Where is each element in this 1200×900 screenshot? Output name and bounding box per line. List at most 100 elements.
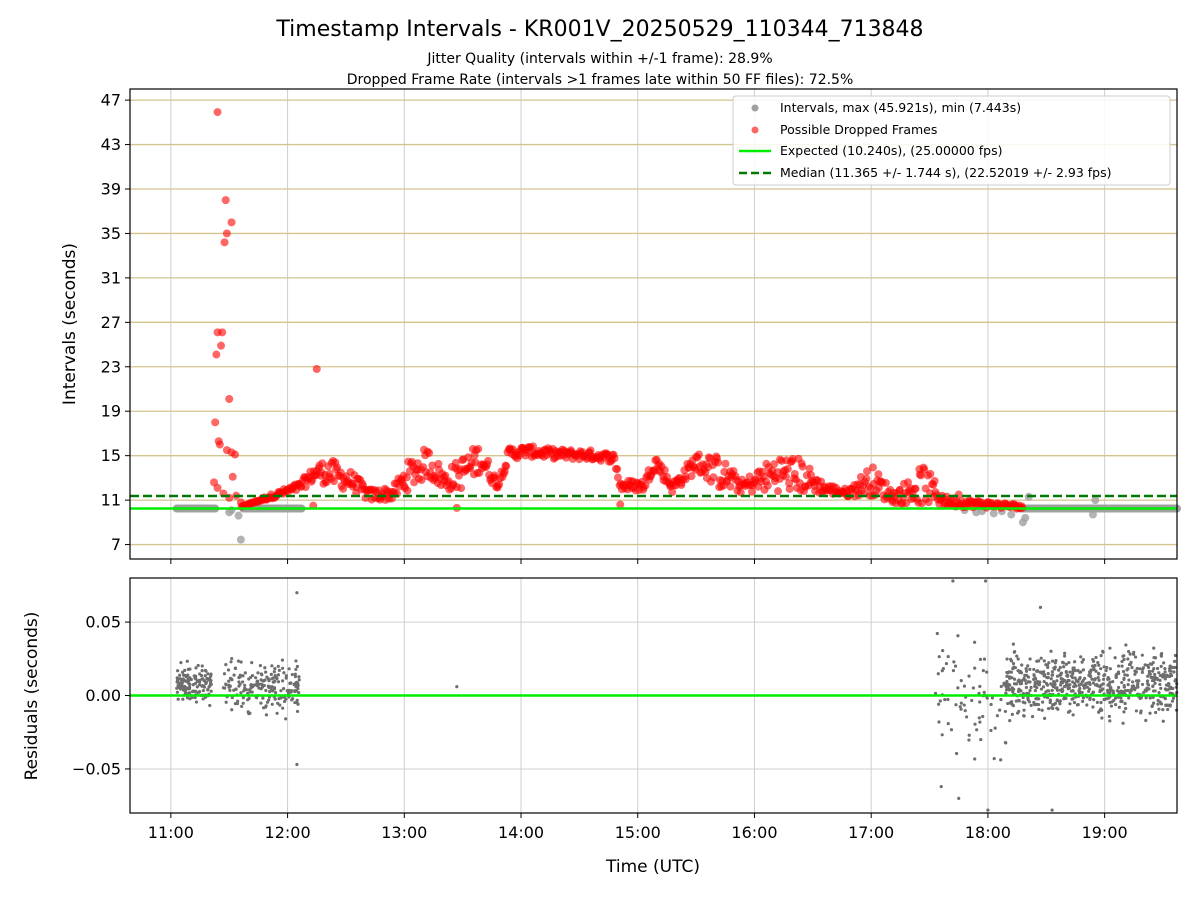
residual-point	[1071, 666, 1075, 670]
residual-point	[276, 664, 280, 668]
residual-point	[938, 699, 942, 703]
residual-point	[1028, 680, 1032, 684]
residual-point	[1050, 688, 1054, 692]
residual-point	[1170, 699, 1175, 703]
residual-point	[175, 686, 179, 690]
residual-point	[1053, 665, 1057, 669]
residual-point	[1108, 691, 1112, 695]
residual-point	[188, 697, 192, 701]
residual-point	[1142, 690, 1146, 695]
residual-point	[1099, 707, 1103, 711]
residual-point	[1114, 703, 1118, 707]
residual-point	[1004, 684, 1008, 688]
residual-point	[982, 657, 987, 661]
residual-point	[1049, 677, 1053, 681]
residual-point	[1119, 696, 1123, 700]
residual-point	[1120, 680, 1124, 685]
residual-point	[981, 668, 985, 673]
residual-point	[967, 674, 971, 678]
residual-point	[195, 685, 199, 689]
residual-point	[982, 690, 986, 694]
residual-point	[1026, 696, 1030, 700]
residual-point	[1004, 741, 1008, 745]
dropped-frame-point	[862, 474, 871, 483]
residual-point	[1169, 672, 1173, 676]
residual-point	[1145, 679, 1150, 683]
residual-point	[1146, 665, 1151, 669]
residual-point	[1019, 681, 1024, 686]
residual-point	[183, 668, 187, 673]
residual-point	[1159, 686, 1163, 690]
residual-point	[249, 683, 253, 687]
residual-point	[236, 699, 240, 703]
residual-point	[1140, 682, 1145, 687]
residual-point	[1101, 677, 1106, 681]
residual-point	[1116, 670, 1121, 674]
residual-point	[239, 691, 243, 695]
residual-point	[1148, 711, 1152, 715]
residual-point	[1120, 664, 1124, 668]
residual-point	[1105, 665, 1109, 670]
residual-point	[1170, 665, 1174, 670]
residual-point	[954, 703, 958, 707]
residual-point	[985, 670, 989, 674]
dropped-frame-point	[610, 454, 619, 463]
residual-point	[285, 689, 289, 693]
residual-point	[1127, 649, 1131, 654]
residual-point	[989, 702, 993, 707]
dropped-frame-point	[874, 470, 883, 479]
dropped-frame-point	[868, 463, 877, 472]
residual-point	[959, 679, 963, 683]
residual-point	[1078, 686, 1082, 691]
residual-point	[1086, 681, 1090, 685]
residual-point	[200, 664, 204, 668]
residual-point	[1074, 678, 1079, 683]
residual-point	[967, 738, 971, 742]
residual-point	[1033, 680, 1037, 685]
residual-point	[1049, 649, 1053, 653]
residual-point	[1089, 669, 1093, 674]
residual-point	[181, 677, 185, 681]
dropped-frame-point	[709, 473, 718, 482]
residual-point	[236, 659, 241, 663]
residual-point	[1039, 687, 1044, 691]
residual-point	[1127, 696, 1131, 700]
residual-point	[1123, 673, 1127, 677]
residual-point	[1092, 666, 1096, 671]
dropped-frame-point	[785, 484, 794, 493]
residual-point	[1093, 677, 1097, 681]
residual-point	[1037, 707, 1041, 712]
residual-point	[230, 708, 234, 712]
residual-point	[1055, 686, 1059, 690]
residual-point	[1065, 674, 1069, 678]
residual-point	[1121, 721, 1125, 725]
residual-point	[1126, 682, 1130, 687]
residual-point	[1057, 668, 1061, 672]
residual-point	[259, 701, 263, 705]
residual-point	[1163, 673, 1167, 678]
dropped-frame-point	[916, 471, 925, 480]
residual-point	[1122, 657, 1126, 662]
dropped-frame-point	[660, 466, 669, 475]
residual-point	[944, 661, 949, 666]
residual-point	[1011, 661, 1016, 666]
residual-point	[1107, 682, 1111, 686]
residual-point	[1151, 684, 1155, 688]
residual-point	[455, 685, 459, 689]
residual-point	[271, 680, 275, 684]
residual-point	[941, 648, 945, 653]
residual-point	[289, 690, 293, 694]
residual-point	[1122, 710, 1126, 714]
dropped-frame-point	[694, 450, 703, 459]
residual-point	[972, 640, 977, 644]
residual-point	[290, 672, 294, 677]
residual-point	[967, 733, 971, 737]
residual-point	[1058, 673, 1062, 677]
residual-point	[1017, 698, 1021, 702]
residual-point	[1012, 687, 1016, 691]
residual-point	[1091, 690, 1095, 694]
residual-point	[290, 698, 294, 702]
residual-point	[237, 676, 241, 680]
dropped-frame-point	[495, 480, 504, 489]
residual-point	[1073, 660, 1077, 664]
